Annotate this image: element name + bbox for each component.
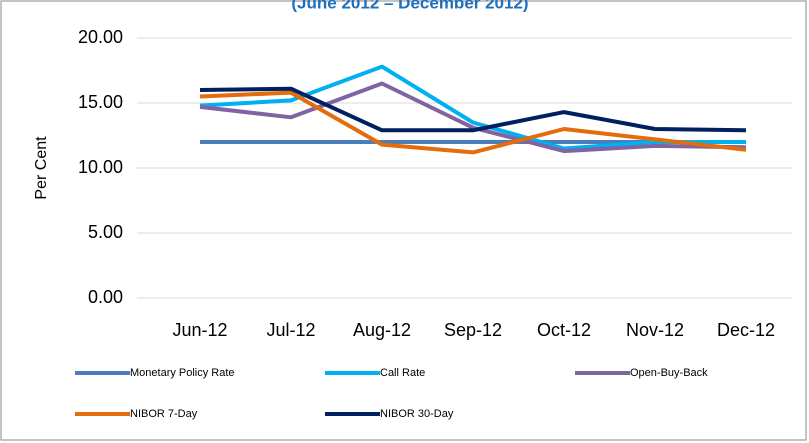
x-tick-label: Jun-12 [172,320,227,340]
y-tick-label: 0.00 [88,287,123,307]
chart-title: (June 2012 – December 2012) [291,0,528,12]
legend-label: NIBOR 7-Day [130,408,198,420]
x-tick-label: Aug-12 [353,320,411,340]
series-line [199,86,747,133]
y-axis-label: Per Cent [33,136,50,200]
series-line [199,90,747,155]
x-tick-label: Sep-12 [444,320,502,340]
series-line [199,64,746,151]
legend-label: Monetary Policy Rate [130,367,235,379]
legend-label: NIBOR 30-Day [380,408,454,420]
legend-label: Call Rate [380,367,425,379]
y-tick-label: 15.00 [78,92,123,112]
series-line [199,81,747,154]
x-tick-label: Nov-12 [626,320,684,340]
legend-label: Open-Buy-Back [630,367,708,379]
x-tick-label: Oct-12 [537,320,591,340]
x-tick-label: Dec-12 [717,320,775,340]
y-tick-label: 20.00 [78,27,123,47]
x-tick-label: Jul-12 [266,320,315,340]
y-tick-label: 5.00 [88,222,123,242]
y-tick-label: 10.00 [78,157,123,177]
